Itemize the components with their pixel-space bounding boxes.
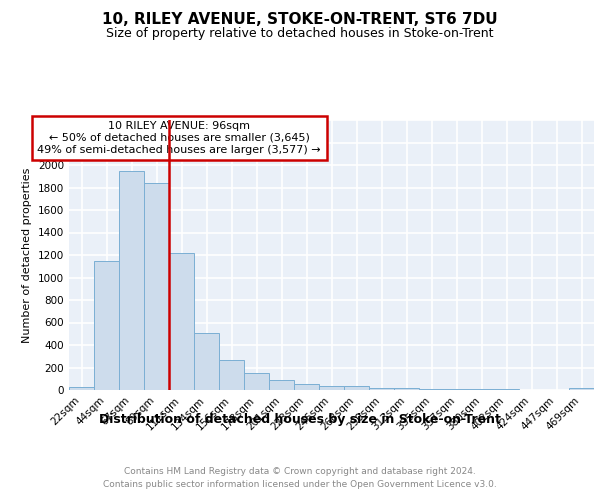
- Bar: [369, 388, 394, 390]
- Bar: [444, 389, 469, 390]
- Text: 10, RILEY AVENUE, STOKE-ON-TRENT, ST6 7DU: 10, RILEY AVENUE, STOKE-ON-TRENT, ST6 7D…: [102, 12, 498, 28]
- Bar: [119, 170, 144, 390]
- Text: Contains public sector information licensed under the Open Government Licence v3: Contains public sector information licen…: [103, 480, 497, 489]
- Text: Size of property relative to detached houses in Stoke-on-Trent: Size of property relative to detached ho…: [106, 28, 494, 40]
- Text: 10 RILEY AVENUE: 96sqm
← 50% of detached houses are smaller (3,645)
49% of semi-: 10 RILEY AVENUE: 96sqm ← 50% of detached…: [37, 122, 321, 154]
- Bar: [269, 380, 294, 390]
- Bar: [394, 388, 419, 390]
- Y-axis label: Number of detached properties: Number of detached properties: [22, 168, 32, 342]
- Bar: [344, 386, 369, 390]
- Bar: [294, 384, 319, 390]
- Bar: [244, 372, 269, 390]
- Bar: [419, 389, 444, 390]
- Bar: [144, 183, 169, 390]
- Bar: [194, 332, 219, 390]
- Bar: [169, 253, 194, 390]
- Bar: [69, 387, 94, 390]
- Bar: [569, 388, 594, 390]
- Text: Contains HM Land Registry data © Crown copyright and database right 2024.: Contains HM Land Registry data © Crown c…: [124, 468, 476, 476]
- Bar: [94, 260, 119, 390]
- Text: Distribution of detached houses by size in Stoke-on-Trent: Distribution of detached houses by size …: [99, 412, 501, 426]
- Bar: [219, 360, 244, 390]
- Bar: [319, 386, 344, 390]
